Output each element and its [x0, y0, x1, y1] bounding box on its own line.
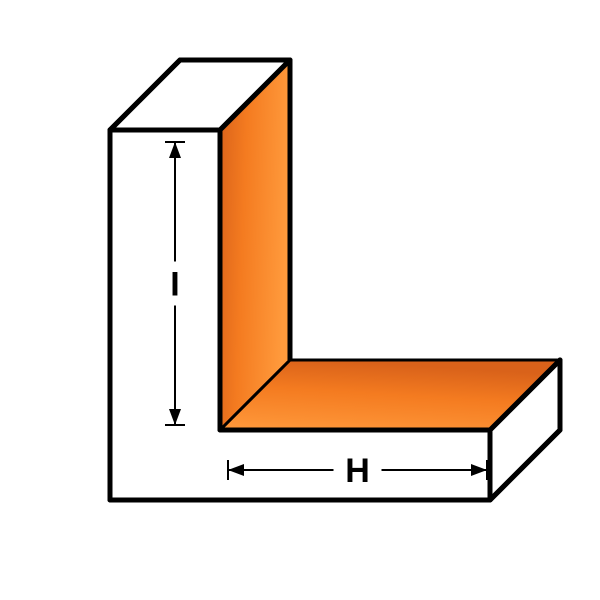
l-shape-diagram: IH	[0, 0, 600, 600]
dim-label-i: I	[170, 266, 179, 304]
dim-label-h: H	[345, 452, 370, 490]
